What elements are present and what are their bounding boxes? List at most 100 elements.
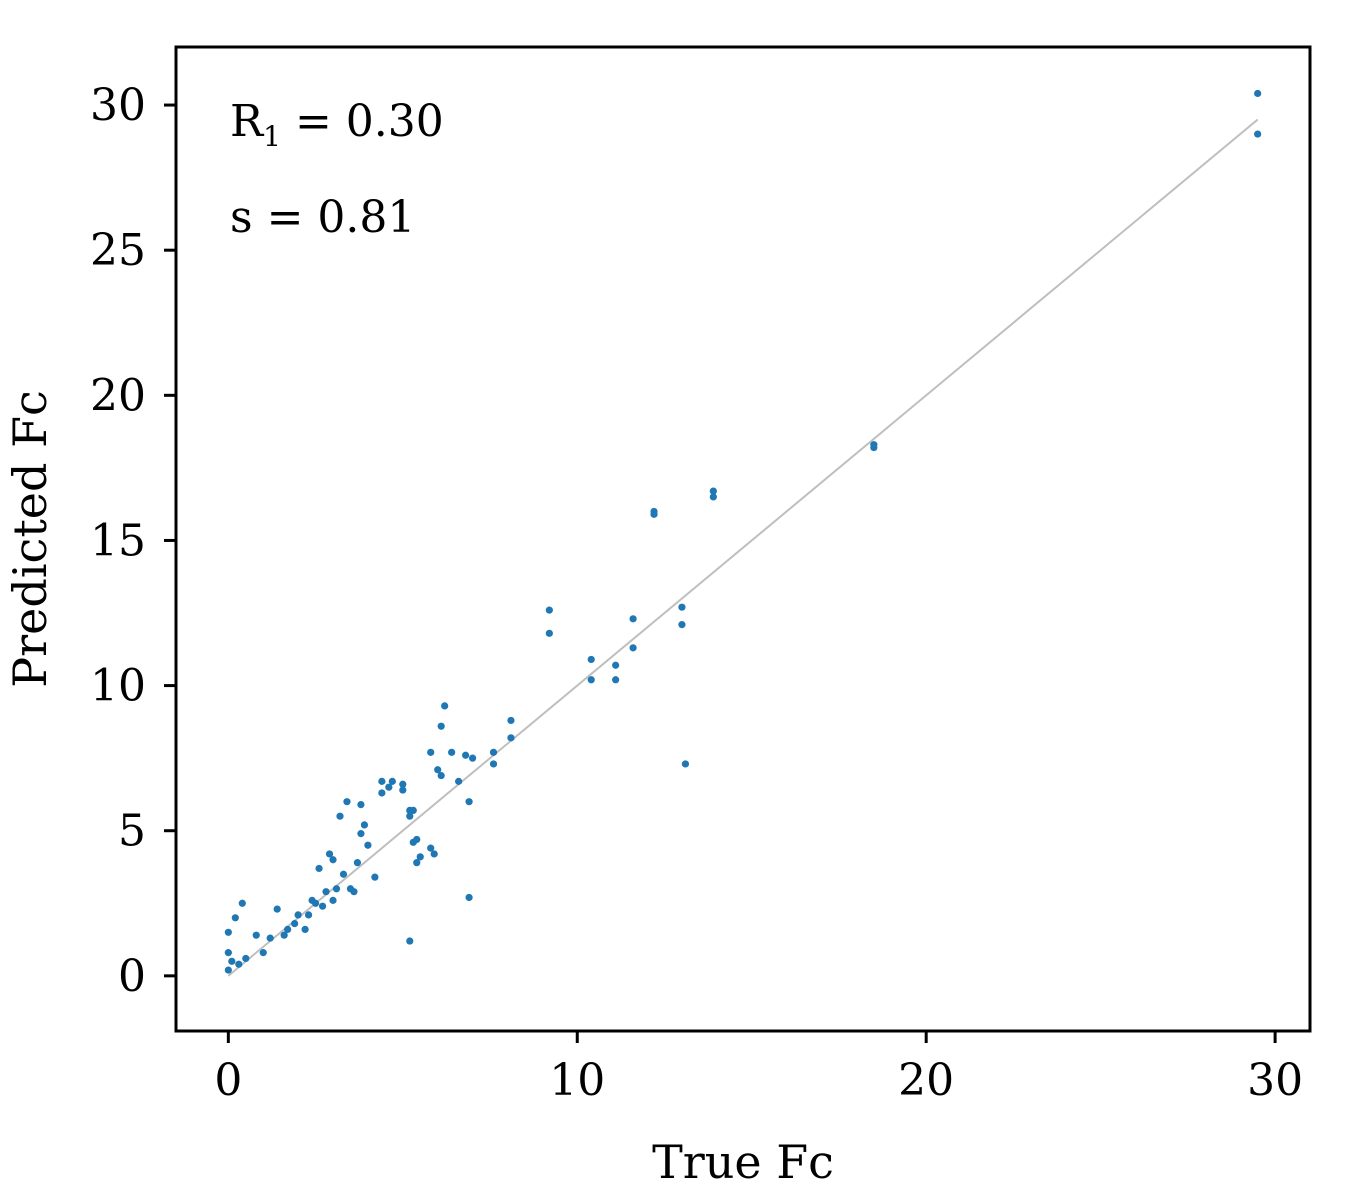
data-point <box>507 734 515 742</box>
data-point <box>430 850 438 858</box>
annotation-r1: R1 = 0.30 <box>230 96 444 153</box>
data-point <box>427 748 435 756</box>
data-point <box>235 960 243 968</box>
data-point <box>329 896 337 904</box>
data-point <box>448 748 456 756</box>
y-axis-ticks: 0 5 10 15 20 25 30 <box>90 80 176 1002</box>
x-tick-label: 0 <box>214 1055 242 1106</box>
data-point <box>678 603 686 611</box>
data-point <box>273 905 281 913</box>
y-tick-label: 10 <box>90 661 146 712</box>
annotation-s: s = 0.81 <box>230 192 415 243</box>
data-point <box>228 957 236 965</box>
data-point <box>650 510 658 518</box>
data-point <box>301 925 309 934</box>
data-point <box>388 777 396 785</box>
x-tick-label: 10 <box>549 1055 605 1106</box>
data-point <box>329 856 337 864</box>
x-axis-label: True Fc <box>652 1135 834 1189</box>
data-point <box>489 748 498 756</box>
data-point <box>468 754 477 762</box>
data-point <box>545 606 553 614</box>
y-tick-label: 5 <box>118 806 146 857</box>
data-point <box>681 760 690 768</box>
data-point <box>242 954 250 963</box>
y-tick-label: 20 <box>90 370 146 421</box>
data-point <box>350 888 358 896</box>
data-point <box>629 615 637 623</box>
x-tick-label: 30 <box>1247 1055 1303 1106</box>
data-point <box>224 928 232 936</box>
data-point <box>224 949 232 957</box>
data-point <box>413 835 421 844</box>
data-point <box>587 655 595 664</box>
data-point <box>231 914 239 922</box>
data-point <box>612 661 620 669</box>
data-point <box>291 920 299 928</box>
data-point <box>437 722 445 730</box>
data-point <box>1254 130 1262 138</box>
data-point <box>378 789 386 797</box>
data-point <box>406 937 414 945</box>
data-point <box>252 931 260 939</box>
data-point <box>325 850 334 858</box>
y-axis-label: Predicted Fc <box>3 390 57 688</box>
x-axis-ticks: 0 10 20 30 <box>214 1031 1303 1106</box>
x-tick-label: 20 <box>898 1055 954 1106</box>
data-point <box>357 800 365 809</box>
data-point <box>406 812 414 820</box>
data-point <box>489 760 498 768</box>
data-point <box>678 621 686 629</box>
data-point <box>629 644 637 652</box>
data-point <box>709 493 717 501</box>
data-point <box>399 786 407 794</box>
data-point <box>870 443 878 452</box>
data-point <box>308 896 316 904</box>
data-point <box>294 911 302 919</box>
data-point <box>462 751 470 759</box>
data-point <box>360 821 369 829</box>
data-point <box>318 902 327 910</box>
data-point <box>434 766 442 774</box>
data-point <box>224 966 232 974</box>
data-point <box>339 870 348 878</box>
y-tick-label: 25 <box>90 225 146 276</box>
chart-marks <box>224 89 1262 977</box>
data-point <box>353 859 362 867</box>
data-point <box>465 798 473 806</box>
y-tick-label: 0 <box>118 951 146 1002</box>
data-point <box>507 716 515 725</box>
data-point <box>343 798 351 806</box>
data-point <box>437 771 445 780</box>
data-point <box>238 899 246 907</box>
data-point <box>441 702 449 710</box>
reference-line <box>227 118 1259 977</box>
y-tick-label: 15 <box>90 515 146 566</box>
data-point <box>406 806 414 814</box>
data-point <box>455 777 463 785</box>
data-point <box>385 783 393 791</box>
data-point <box>364 841 372 849</box>
data-point <box>587 676 595 684</box>
data-point <box>378 777 386 785</box>
data-point <box>612 676 620 684</box>
data-point <box>280 931 288 939</box>
data-point <box>413 859 421 867</box>
data-point <box>284 925 292 934</box>
data-point <box>304 911 313 919</box>
data-point <box>399 780 407 788</box>
data-point <box>322 888 330 896</box>
data-point <box>336 812 344 820</box>
data-point <box>1254 89 1262 98</box>
data-point <box>427 844 435 852</box>
data-point <box>416 853 424 861</box>
data-point <box>371 873 379 881</box>
y-tick-label: 30 <box>90 80 146 131</box>
data-point <box>709 487 717 495</box>
data-point <box>315 864 323 873</box>
data-point <box>357 830 365 838</box>
data-point <box>332 885 341 893</box>
data-point <box>465 893 473 902</box>
data-point <box>266 934 274 942</box>
